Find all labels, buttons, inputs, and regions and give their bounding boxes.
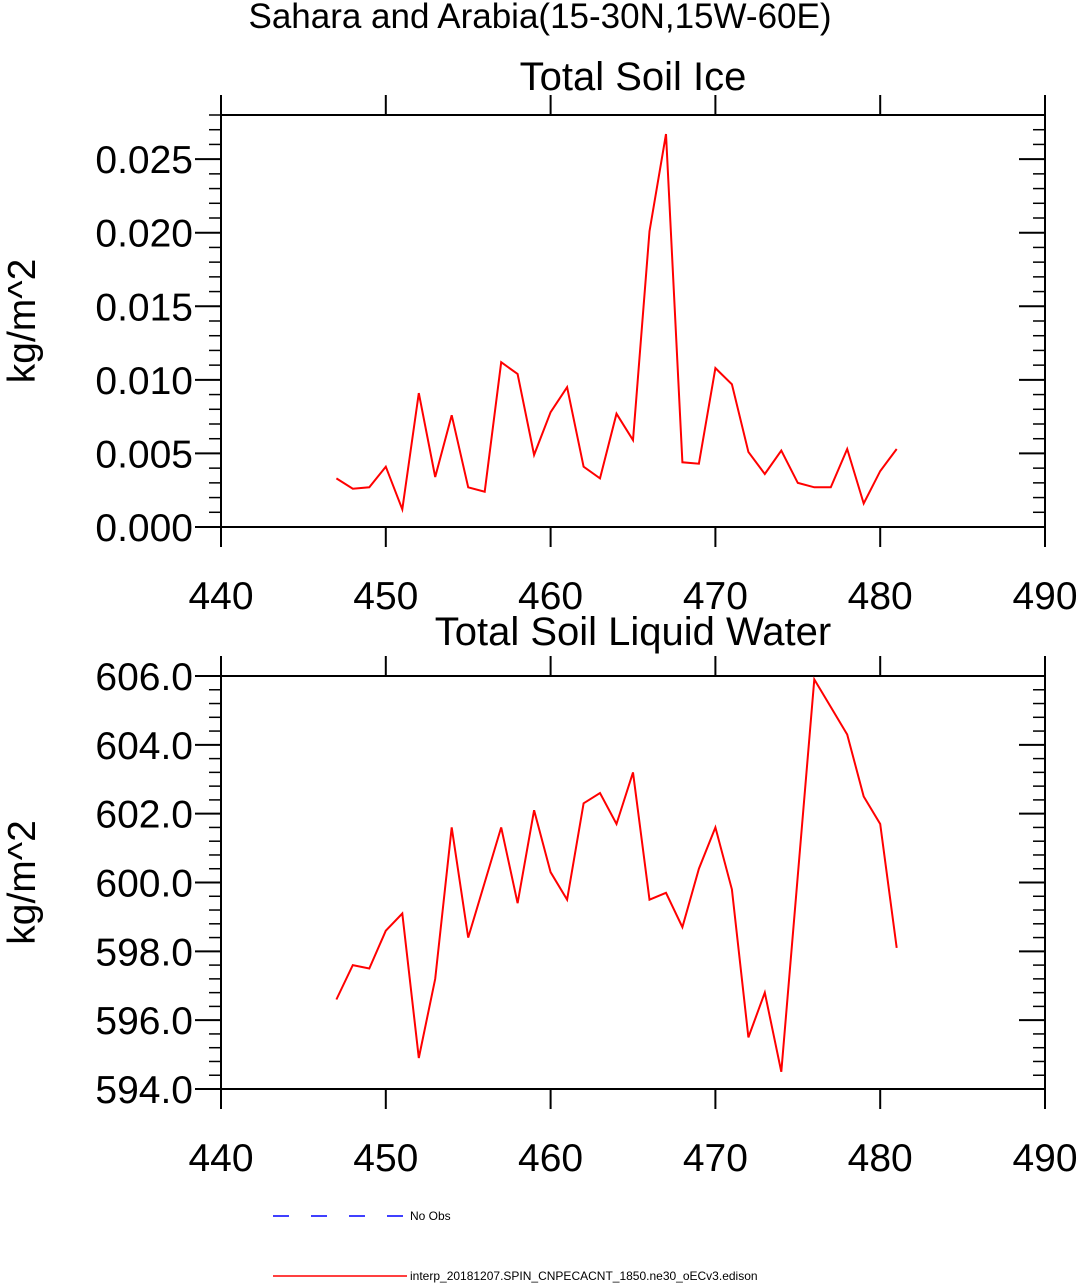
y-tick-label: 594.0 bbox=[95, 1069, 193, 1112]
y-tick-label: 0.000 bbox=[95, 507, 193, 550]
y-tick-label: 0.020 bbox=[95, 213, 193, 256]
panel-title: Total Soil Liquid Water bbox=[435, 610, 831, 654]
x-tick-label: 450 bbox=[353, 1137, 418, 1180]
x-tick-label: 480 bbox=[848, 1137, 913, 1180]
y-tick-label: 604.0 bbox=[95, 725, 193, 768]
x-tick-label: 450 bbox=[353, 575, 418, 618]
y-tick-label: 0.010 bbox=[95, 360, 193, 403]
panel-title: Total Soil Ice bbox=[520, 55, 747, 99]
figure-title: Sahara and Arabia(15-30N,15W-60E) bbox=[248, 0, 831, 36]
y-tick-label: 600.0 bbox=[95, 863, 193, 906]
x-tick-label: 440 bbox=[188, 575, 253, 618]
x-tick-label: 490 bbox=[1012, 575, 1077, 618]
series-line bbox=[335, 133, 898, 514]
plot-frame bbox=[220, 675, 1046, 1090]
x-tick-label: 440 bbox=[188, 1137, 253, 1180]
y-tick-label: 0.005 bbox=[95, 433, 193, 476]
y-axis-label: kg/m^2 bbox=[1, 259, 44, 384]
y-tick-label: 598.0 bbox=[95, 931, 193, 974]
legend: No Obs interp_20181207.SPIN_CNPECACNT_18… bbox=[273, 1209, 758, 1283]
panel-total-soil-ice: Total Soil Ice 440 450 460 470 480 490 0.000 0.0… bbox=[1, 55, 1078, 618]
legend-obs-label: No Obs bbox=[410, 1209, 451, 1223]
y-tick-label: 0.015 bbox=[95, 286, 193, 329]
plot-frame bbox=[220, 114, 1046, 528]
y-axis-label: kg/m^2 bbox=[1, 820, 44, 945]
legend-model-label: interp_20181207.SPIN_CNPECACNT_1850.ne30… bbox=[410, 1269, 758, 1283]
y-tick-label: 602.0 bbox=[95, 794, 193, 837]
x-tick-label: 470 bbox=[683, 1137, 748, 1180]
y-tick-label: 596.0 bbox=[95, 1000, 193, 1043]
x-tick-label: 460 bbox=[518, 1137, 583, 1180]
panel-total-soil-liquid-water: Total Soil Liquid Water 440 450 460 470 480 49… bbox=[1, 610, 1078, 1180]
x-tick-label: 480 bbox=[848, 575, 913, 618]
series-line bbox=[335, 676, 898, 1073]
y-tick-label: 0.025 bbox=[95, 139, 193, 182]
y-tick-label: 606.0 bbox=[95, 656, 193, 699]
x-tick-label: 470 bbox=[683, 575, 748, 618]
x-tick-label: 460 bbox=[518, 575, 583, 618]
x-tick-label: 490 bbox=[1012, 1137, 1077, 1180]
